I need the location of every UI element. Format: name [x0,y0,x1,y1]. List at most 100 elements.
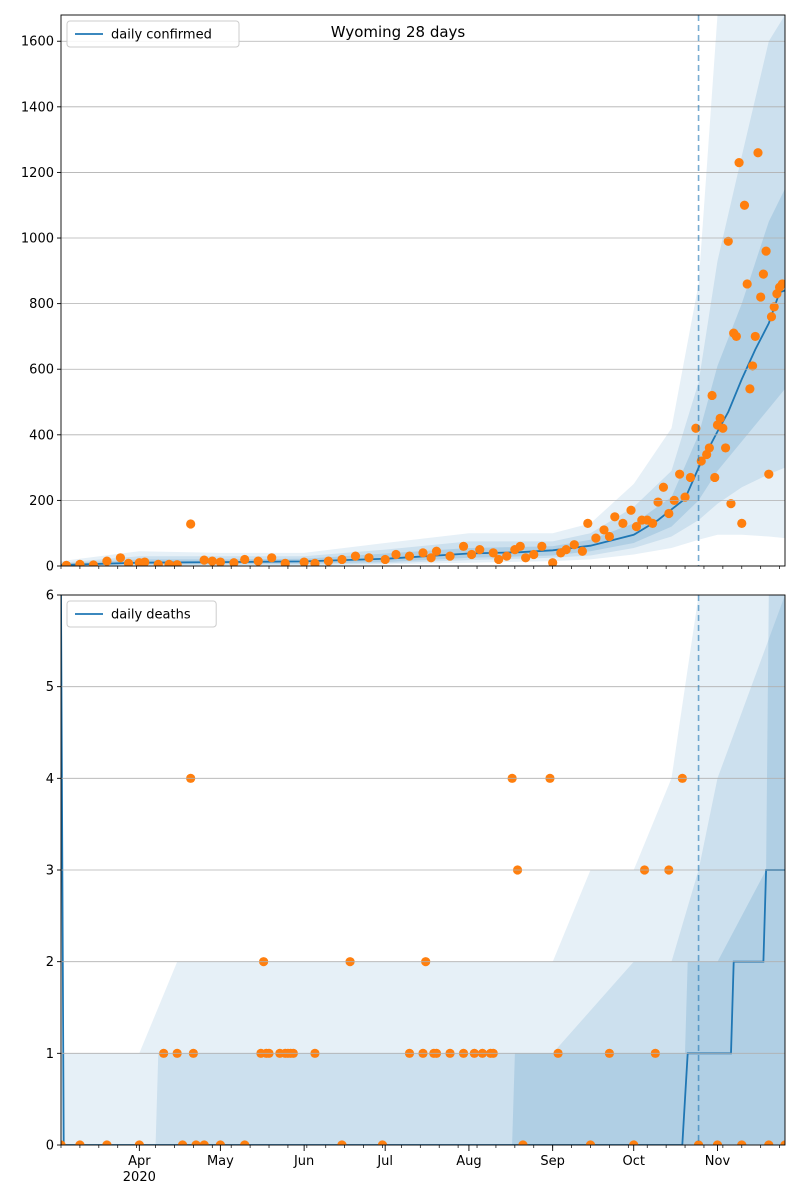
observed-point [712,1140,723,1145]
observed-point [123,558,134,566]
legend-box [66,600,217,628]
observed-point [115,553,126,563]
observed-point [426,553,436,563]
observed-point [537,541,547,551]
observed-point [240,1140,250,1145]
observed-point [753,148,763,158]
observed-point [693,1140,704,1145]
legend: daily deaths [66,600,217,628]
confidence-band-0 [61,595,785,1145]
observed-point [207,556,217,566]
observed-point [280,558,290,566]
observed-point [61,1140,66,1145]
observed-point [750,331,760,342]
observed-point [653,497,663,507]
plot-frame [60,14,786,567]
observed-point [488,548,498,558]
observed-point [364,553,374,563]
observed-point [337,554,347,565]
observed-point [391,549,401,560]
y-tick-label: 2 [46,955,54,970]
observed-point [658,482,669,492]
legend: daily confirmed [66,20,240,48]
observed-point [215,557,225,566]
y-tick-label: 1600 [21,35,54,50]
observed-point [140,557,150,566]
observed-point [707,390,717,401]
observed-point [761,246,771,256]
observed-point [186,519,196,529]
x-tick-label: May [207,1154,234,1169]
observed-point [418,548,428,558]
observed-point [747,361,758,371]
observed-point [737,518,747,528]
observed-point [337,1140,347,1145]
observed-point [764,469,774,479]
observed-point [502,551,512,561]
x-tick-label: Apr [128,1154,151,1169]
observed-point [745,384,755,394]
y-tick-label: 800 [29,297,54,312]
observed-point [75,559,85,566]
observed-point [102,556,112,566]
observed-point [153,559,163,566]
observed-point [518,1140,528,1145]
y-tick-label: 6 [46,589,54,604]
observed-point [780,1140,785,1145]
observed-point [253,556,263,566]
observed-point [199,1140,209,1145]
observed-point [521,553,531,563]
observed-point [739,200,750,210]
observed-point [764,1140,774,1145]
observed-point [215,1140,225,1145]
observed-point [591,533,601,543]
y-tick-label: 400 [29,428,54,443]
observed-point [494,554,504,565]
x-tick-label: Jun [293,1154,314,1169]
observed-point [350,551,361,561]
observed-point [134,1140,144,1145]
x-tick-label: Oct [622,1154,644,1169]
observed-point [769,302,779,312]
observed-point [726,499,736,509]
chart-title: Wyoming 28 days [331,23,466,41]
observed-point [569,540,579,550]
observed-point [618,518,628,528]
confidence-band-2 [61,595,785,1145]
observed-point [229,558,239,566]
observed-point [377,1140,388,1145]
y-tick-label: 1200 [21,166,54,181]
confidence-band-1 [61,595,785,1145]
observed-point [777,279,785,289]
observed-point [475,545,485,555]
observed-point [756,292,766,302]
observed-point [431,546,442,556]
observed-point [75,1140,85,1145]
observed-point [561,545,571,555]
observed-point [164,559,174,566]
observed-point [710,472,720,483]
observed-point [199,555,209,565]
observed-point [648,518,658,528]
observed-point [515,541,525,551]
observed-point [445,551,455,561]
panel-0-plot-area [61,15,785,566]
observed-point [172,560,182,566]
observed-point [240,554,250,565]
observed-point [718,423,728,433]
observed-point [715,413,725,424]
observed-point [599,525,609,535]
observed-point [610,512,620,522]
observed-point [731,331,741,342]
y-tick-label: 1400 [21,100,54,115]
observed-point [585,1140,596,1145]
observed-point [704,443,714,453]
observed-point [723,236,733,246]
observed-point [310,558,320,566]
observed-point [720,443,731,453]
x-tick-label: Jul [376,1154,393,1169]
y-tick-label: 4 [46,772,54,787]
observed-point [631,522,642,532]
observed-point [458,541,469,551]
